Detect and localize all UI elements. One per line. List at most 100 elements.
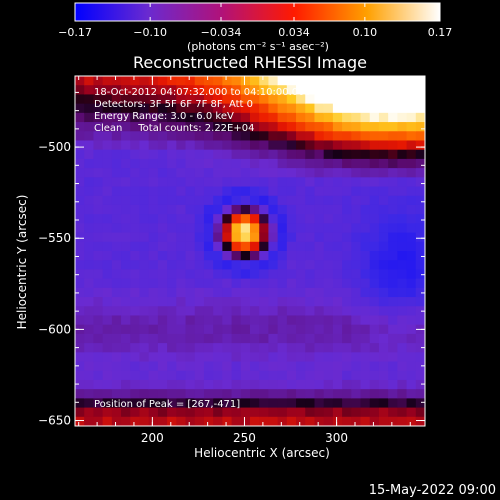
heatmap-cell	[250, 315, 260, 326]
heatmap-cell	[139, 370, 150, 381]
heatmap-cell	[351, 241, 362, 252]
heatmap-cell	[176, 186, 187, 197]
heatmap-cell	[296, 140, 306, 151]
heatmap-cell	[406, 416, 417, 426]
heatmap-cell	[342, 103, 352, 114]
heatmap-cell	[277, 260, 288, 271]
heatmap-cell	[360, 122, 371, 132]
heatmap-cell	[250, 177, 260, 188]
heatmap-cell	[240, 223, 251, 234]
heatmap-cell	[102, 306, 113, 317]
heatmap-cell	[378, 269, 389, 280]
heatmap-cell	[176, 379, 187, 390]
heatmap-cell	[93, 131, 104, 142]
heatmap-cell	[203, 343, 214, 353]
heatmap-cell	[305, 103, 316, 114]
heatmap-cell	[185, 324, 196, 335]
heatmap-cell	[93, 379, 104, 390]
heatmap-cell	[111, 352, 122, 363]
heatmap-cell	[314, 186, 325, 197]
heatmap-cell	[286, 195, 297, 206]
heatmap-cell	[323, 379, 334, 390]
heatmap-cell	[360, 343, 371, 353]
heatmap-cell	[259, 94, 270, 105]
heatmap-cell	[157, 269, 168, 280]
heatmap-cell	[332, 103, 343, 114]
heatmap-cell	[259, 76, 270, 86]
heatmap-cell	[240, 379, 251, 390]
heatmap-cell	[277, 398, 288, 409]
heatmap-cell	[93, 103, 104, 114]
heatmap-cell	[296, 85, 306, 96]
heatmap-cell	[84, 297, 95, 307]
heatmap-cell	[378, 260, 389, 271]
heatmap-cell	[240, 333, 251, 344]
heatmap-cell	[351, 361, 362, 372]
heatmap-cell	[176, 269, 187, 280]
heatmap-cell	[351, 112, 362, 123]
heatmap-cell	[139, 149, 150, 160]
heatmap-cell	[121, 287, 131, 298]
heatmap-cell	[286, 297, 297, 307]
heatmap-cell	[102, 85, 113, 96]
heatmap-cell	[277, 389, 288, 399]
heatmap-cell	[139, 343, 150, 353]
heatmap-cell	[388, 214, 398, 224]
heatmap-cell	[342, 122, 352, 132]
heatmap-cell	[305, 269, 316, 280]
heatmap-cell	[314, 177, 325, 188]
heatmap-cell	[286, 112, 297, 123]
heatmap-cell	[194, 76, 205, 86]
heatmap-cell	[388, 315, 398, 326]
heatmap-cell	[259, 306, 270, 317]
heatmap-cell	[231, 103, 242, 114]
heatmap-cell	[102, 103, 113, 114]
heatmap-cell	[130, 112, 141, 123]
heatmap-cell	[259, 278, 270, 289]
heatmap-cell	[378, 343, 389, 353]
heatmap-cell	[388, 379, 398, 390]
heatmap-cell	[130, 195, 141, 206]
heatmap-cell	[259, 352, 270, 363]
heatmap-cell	[222, 287, 233, 298]
heatmap-cell	[84, 140, 95, 151]
heatmap-cell	[222, 195, 233, 206]
heatmap-cell	[378, 177, 389, 188]
heatmap-cell	[360, 94, 371, 105]
heatmap-cell	[250, 94, 260, 105]
heatmap-cell	[240, 186, 251, 197]
heatmap-cell	[148, 94, 159, 105]
heatmap-cell	[342, 168, 352, 178]
heatmap-cell	[369, 149, 380, 160]
heatmap-cell	[323, 352, 334, 363]
heatmap-cell	[406, 324, 417, 335]
heatmap-cell	[369, 241, 380, 252]
heatmap-image	[75, 76, 425, 426]
heatmap-cell	[111, 76, 122, 86]
heatmap-cell	[323, 103, 334, 114]
heatmap-cell	[194, 85, 205, 96]
heatmap-cell	[231, 269, 242, 280]
heatmap-cell	[406, 379, 417, 390]
heatmap-cell	[213, 389, 223, 399]
heatmap-cell	[213, 370, 223, 381]
heatmap-cell	[148, 158, 159, 169]
heatmap-cell	[351, 352, 362, 363]
heatmap-cell	[268, 269, 279, 280]
heatmap-cell	[194, 416, 205, 426]
heatmap-cell	[351, 343, 362, 353]
heatmap-cell	[240, 361, 251, 372]
heatmap-cell	[75, 306, 85, 317]
heatmap-cell	[250, 241, 260, 252]
heatmap-cell	[406, 177, 417, 188]
heatmap-cell	[185, 352, 196, 363]
heatmap-cell	[296, 76, 306, 86]
heatmap-cell	[277, 122, 288, 132]
heatmap-cell	[268, 149, 279, 160]
heatmap-cell	[342, 149, 352, 160]
heatmap-cell	[268, 287, 279, 298]
heatmap-cell	[222, 158, 233, 169]
heatmap-cell	[286, 168, 297, 178]
heatmap-cell	[157, 306, 168, 317]
heatmap-cell	[406, 370, 417, 381]
